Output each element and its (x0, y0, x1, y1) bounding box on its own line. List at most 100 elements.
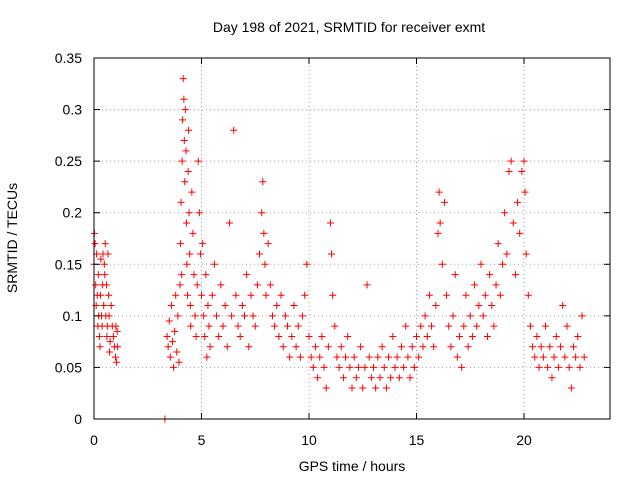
data-point (256, 250, 264, 258)
data-point (187, 322, 195, 330)
data-point (518, 167, 526, 175)
data-point (524, 291, 532, 299)
data-point (228, 312, 236, 320)
data-point (316, 353, 324, 361)
data-point (509, 219, 517, 227)
data-point (219, 322, 227, 330)
data-point (113, 327, 121, 335)
data-point (232, 291, 240, 299)
data-point (464, 343, 472, 351)
data-point (314, 374, 322, 382)
data-point (296, 353, 304, 361)
data-point (574, 332, 582, 340)
data-point (576, 363, 584, 371)
data-point (191, 312, 199, 320)
data-point (172, 291, 180, 299)
data-point (499, 260, 506, 268)
data-point (479, 312, 487, 320)
data-point (260, 229, 268, 237)
data-point (181, 106, 189, 114)
data-point (423, 332, 431, 340)
data-point (176, 281, 184, 289)
data-point (374, 353, 382, 361)
data-point (350, 353, 358, 361)
data-point (520, 157, 528, 165)
data-point (462, 291, 470, 299)
data-point (400, 363, 408, 371)
data-point (529, 343, 537, 351)
data-point (329, 291, 337, 299)
data-point (501, 209, 509, 217)
data-point (473, 322, 481, 330)
data-point (163, 332, 171, 340)
data-point (449, 312, 457, 320)
data-point (106, 338, 114, 346)
data-point (188, 188, 196, 196)
data-point (178, 271, 186, 279)
data-point (488, 302, 496, 310)
data-point (397, 343, 405, 351)
data-point (273, 302, 281, 310)
x-tick-label: 10 (301, 432, 317, 448)
data-point (458, 363, 466, 371)
data-point (307, 353, 315, 361)
data-point (165, 317, 173, 325)
data-point (546, 343, 554, 351)
data-point (339, 374, 347, 382)
data-point (182, 147, 190, 155)
data-point (181, 178, 189, 186)
data-point (204, 302, 212, 310)
data-point (303, 260, 311, 268)
data-point (170, 363, 178, 371)
data-point (468, 332, 476, 340)
data-point (177, 198, 185, 206)
data-point (425, 291, 433, 299)
x-tick-label: 0 (90, 432, 98, 448)
data-point (443, 291, 451, 299)
data-point (173, 348, 181, 356)
data-point (290, 302, 298, 310)
data-point (436, 219, 444, 227)
data-point (286, 353, 294, 361)
data-point (175, 358, 183, 366)
data-point (271, 322, 279, 330)
data-point (395, 374, 403, 382)
data-point (492, 281, 500, 289)
x-tick-label: 15 (409, 432, 425, 448)
data-point (494, 240, 502, 248)
data-point (434, 229, 442, 237)
data-point (537, 343, 545, 351)
data-point (208, 291, 216, 299)
data-point (264, 240, 272, 248)
data-point (253, 281, 261, 289)
data-point (275, 332, 283, 340)
data-point (179, 75, 187, 83)
data-point (292, 343, 300, 351)
data-point (521, 188, 529, 196)
data-point (190, 271, 198, 279)
data-point (490, 322, 498, 330)
data-point (477, 260, 485, 268)
data-point (101, 240, 109, 248)
data-point (167, 302, 175, 310)
data-point (359, 384, 367, 392)
data-point (195, 209, 203, 217)
data-point (112, 353, 119, 361)
data-point (221, 302, 229, 310)
data-point (109, 332, 117, 340)
data-point (382, 384, 390, 392)
data-point (354, 363, 362, 371)
y-tick-label: 0.35 (55, 50, 82, 66)
data-point (238, 302, 246, 310)
data-point (185, 209, 193, 217)
data-point (180, 95, 188, 103)
data-point (184, 167, 192, 175)
data-point (178, 157, 186, 165)
data-point (445, 322, 453, 330)
x-tick-label: 5 (198, 432, 206, 448)
data-point (192, 332, 200, 340)
data-point (174, 312, 182, 320)
data-point (370, 363, 377, 371)
data-point (438, 260, 446, 268)
data-point (569, 343, 577, 351)
